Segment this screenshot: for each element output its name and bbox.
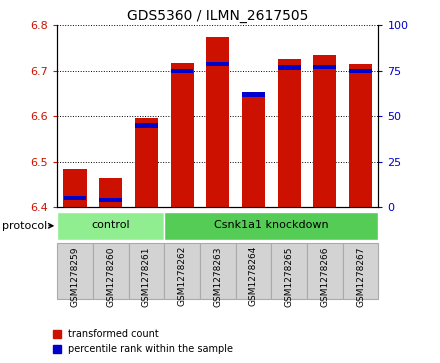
FancyBboxPatch shape	[271, 243, 307, 299]
Bar	[206, 62, 229, 66]
Text: Csnk1a1 knockdown: Csnk1a1 knockdown	[214, 220, 329, 231]
Text: GSM1278260: GSM1278260	[106, 246, 115, 306]
FancyBboxPatch shape	[164, 243, 200, 299]
Bar	[63, 169, 87, 207]
Text: protocol: protocol	[2, 221, 48, 231]
Bar	[64, 196, 86, 200]
Text: GSM1278261: GSM1278261	[142, 246, 151, 306]
FancyBboxPatch shape	[236, 243, 271, 299]
FancyBboxPatch shape	[343, 243, 378, 299]
Bar	[313, 55, 337, 207]
Bar	[99, 178, 122, 207]
Text: control: control	[92, 220, 130, 231]
Legend: transformed count, percentile rank within the sample: transformed count, percentile rank withi…	[49, 326, 237, 358]
Text: GSM1278259: GSM1278259	[70, 246, 80, 306]
Bar	[206, 37, 229, 207]
Bar	[171, 69, 194, 73]
Bar	[313, 65, 336, 69]
Text: GSM1278267: GSM1278267	[356, 246, 365, 306]
Bar	[278, 65, 301, 70]
Text: GSM1278263: GSM1278263	[213, 246, 222, 306]
Text: GSM1278266: GSM1278266	[320, 246, 330, 306]
FancyBboxPatch shape	[164, 212, 378, 240]
Text: GSM1278265: GSM1278265	[285, 246, 293, 306]
Bar	[99, 198, 122, 202]
Bar	[242, 92, 265, 97]
FancyBboxPatch shape	[128, 243, 164, 299]
Title: GDS5360 / ILMN_2617505: GDS5360 / ILMN_2617505	[127, 9, 308, 23]
Text: GSM1278262: GSM1278262	[178, 246, 187, 306]
Bar	[135, 123, 158, 127]
FancyBboxPatch shape	[307, 243, 343, 299]
Bar	[242, 96, 265, 207]
FancyBboxPatch shape	[57, 212, 164, 240]
Bar	[349, 64, 372, 207]
Bar	[171, 62, 194, 207]
Bar	[349, 69, 372, 73]
FancyBboxPatch shape	[200, 243, 236, 299]
FancyBboxPatch shape	[57, 243, 93, 299]
Text: GSM1278264: GSM1278264	[249, 246, 258, 306]
Bar	[278, 59, 301, 207]
Bar	[135, 118, 158, 207]
FancyBboxPatch shape	[93, 243, 128, 299]
